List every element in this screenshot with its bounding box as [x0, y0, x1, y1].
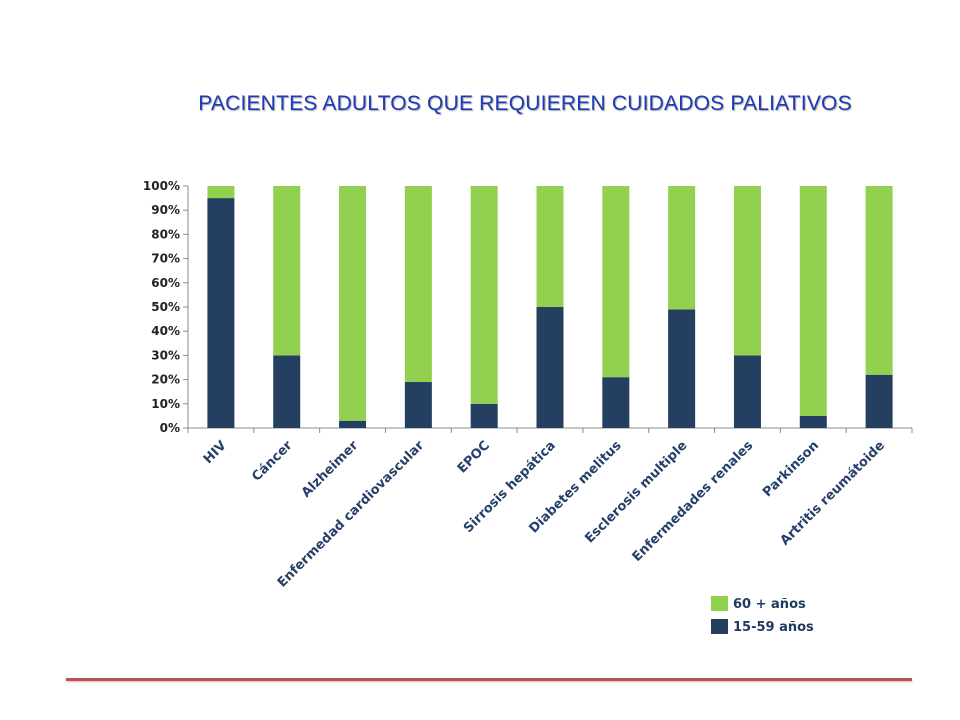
bar-segment-15-59: [404, 382, 432, 428]
y-tick-label: 0%: [160, 421, 180, 435]
x-category-label: Parkinson: [760, 438, 822, 500]
chart-title: PACIENTES ADULTOS QUE REQUIEREN CUIDADOS…: [198, 92, 852, 115]
x-category-label: EPOC: [455, 438, 493, 476]
y-tick-label: 90%: [151, 203, 180, 217]
bar-segment-15-59: [339, 420, 367, 428]
y-tick-label: 100%: [143, 179, 180, 193]
y-tick-label: 40%: [151, 324, 180, 338]
x-category-label: Cáncer: [249, 438, 296, 485]
bar-segment-60-plus: [602, 186, 630, 378]
bar-segment-60-plus: [339, 186, 367, 421]
legend: 60 + años 15-59 años: [711, 596, 814, 635]
bar-segment-60-plus: [799, 186, 827, 416]
footer-divider: [66, 678, 912, 681]
bar-segment-15-59: [470, 403, 498, 428]
legend-label: 15-59 años: [733, 620, 814, 635]
y-tick-label: 10%: [151, 397, 180, 411]
bar-segment-15-59: [207, 198, 235, 428]
bar-segment-15-59: [668, 309, 696, 428]
bar-segment-15-59: [536, 307, 564, 428]
bar-segment-60-plus: [404, 186, 432, 383]
y-tick-label: 80%: [151, 227, 180, 241]
y-tick-label: 50%: [151, 300, 180, 314]
bar-segment-15-59: [602, 377, 630, 428]
bar-segment-60-plus: [207, 186, 235, 199]
y-tick-labels: 0% 10% 20% 30% 40% 50% 60% 70% 80% 90% 100%: [143, 179, 180, 435]
x-category-label: HIV: [201, 438, 230, 467]
bar-segment-60-plus: [733, 186, 761, 356]
y-tick-label: 30%: [151, 348, 180, 362]
bar-segment-60-plus: [668, 186, 696, 310]
bars: [207, 186, 893, 428]
bar-segment-15-59: [733, 355, 761, 428]
x-category-label: Enfermedades renales: [630, 438, 757, 565]
x-category-label: Enfermedad cardiovascular: [275, 438, 428, 591]
bar-segment-15-59: [799, 415, 827, 428]
x-category-label: Alzheimer: [299, 438, 362, 501]
legend-label: 60 + años: [733, 597, 806, 612]
bar-segment-60-plus: [470, 186, 498, 404]
legend-swatch: [711, 596, 728, 611]
bar-segment-60-plus: [273, 186, 301, 356]
y-tick-label: 60%: [151, 276, 180, 290]
bar-segment-60-plus: [865, 186, 893, 375]
bar-segment-15-59: [273, 355, 301, 428]
legend-swatch: [711, 619, 728, 634]
y-tick-label: 20%: [151, 373, 180, 387]
bar-segment-15-59: [865, 374, 893, 428]
y-tick-label: 70%: [151, 252, 180, 266]
bar-segment-60-plus: [536, 186, 564, 307]
